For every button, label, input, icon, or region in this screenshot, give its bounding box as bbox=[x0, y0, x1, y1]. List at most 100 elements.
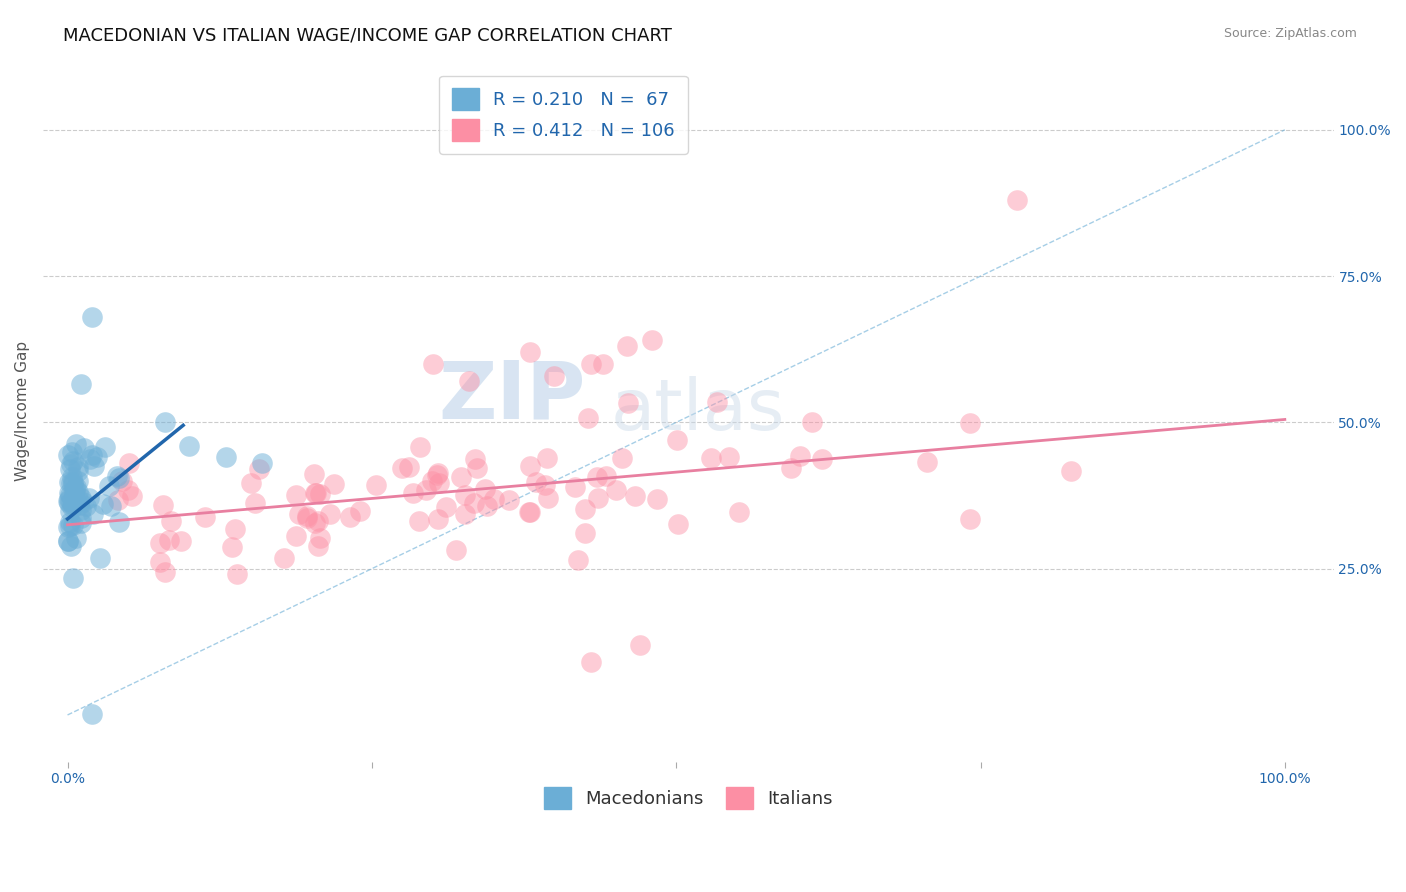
Point bbox=[779, 460, 801, 475]
Point bbox=[595, 468, 617, 483]
Point bbox=[322, 477, 344, 491]
Point bbox=[297, 511, 319, 525]
Point bbox=[149, 536, 172, 550]
Point bbox=[86, 450, 108, 465]
Point bbox=[60, 476, 83, 491]
Point bbox=[800, 416, 823, 430]
Point bbox=[304, 486, 326, 500]
Point bbox=[915, 455, 938, 469]
Point bbox=[111, 474, 134, 488]
Point bbox=[475, 499, 498, 513]
Point bbox=[446, 543, 468, 558]
Point bbox=[56, 448, 79, 462]
Point bbox=[94, 441, 117, 455]
Point bbox=[339, 510, 361, 524]
Point bbox=[641, 334, 664, 348]
Point bbox=[536, 451, 558, 466]
Point bbox=[118, 456, 141, 470]
Text: ZIP: ZIP bbox=[437, 358, 585, 435]
Point bbox=[58, 475, 80, 490]
Point bbox=[537, 491, 560, 505]
Point bbox=[574, 526, 596, 541]
Point bbox=[302, 467, 325, 481]
Point bbox=[59, 461, 82, 475]
Point bbox=[56, 494, 79, 508]
Point bbox=[70, 377, 93, 392]
Point bbox=[107, 471, 129, 485]
Point bbox=[453, 507, 475, 521]
Point bbox=[454, 488, 477, 502]
Point bbox=[427, 476, 450, 491]
Point bbox=[62, 454, 84, 468]
Point bbox=[519, 345, 541, 359]
Point bbox=[426, 467, 449, 482]
Point bbox=[66, 464, 89, 478]
Point bbox=[727, 504, 749, 518]
Point bbox=[107, 515, 129, 529]
Text: atlas: atlas bbox=[612, 376, 786, 445]
Point bbox=[221, 541, 243, 555]
Point bbox=[579, 357, 602, 371]
Point bbox=[420, 474, 443, 488]
Point bbox=[58, 534, 80, 549]
Point bbox=[80, 310, 103, 324]
Point bbox=[273, 550, 295, 565]
Point bbox=[409, 440, 432, 454]
Point bbox=[574, 501, 596, 516]
Point bbox=[159, 533, 181, 548]
Point bbox=[67, 485, 90, 500]
Point bbox=[567, 552, 589, 566]
Point bbox=[959, 512, 981, 526]
Point bbox=[60, 500, 83, 514]
Point bbox=[811, 451, 834, 466]
Point bbox=[65, 437, 87, 451]
Point bbox=[465, 461, 488, 475]
Point bbox=[284, 529, 307, 543]
Point bbox=[427, 512, 450, 526]
Point bbox=[70, 491, 93, 506]
Point bbox=[59, 495, 82, 509]
Point bbox=[498, 492, 520, 507]
Point bbox=[427, 467, 450, 481]
Point bbox=[543, 368, 565, 383]
Point bbox=[65, 531, 87, 545]
Point bbox=[79, 452, 101, 467]
Point bbox=[718, 450, 741, 465]
Text: MACEDONIAN VS ITALIAN WAGE/INCOME GAP CORRELATION CHART: MACEDONIAN VS ITALIAN WAGE/INCOME GAP CO… bbox=[63, 27, 672, 45]
Point bbox=[89, 550, 111, 565]
Point bbox=[463, 496, 485, 510]
Point bbox=[706, 395, 728, 409]
Point bbox=[70, 511, 93, 525]
Point bbox=[592, 357, 614, 371]
Point bbox=[415, 483, 437, 497]
Point bbox=[624, 489, 647, 503]
Point bbox=[319, 507, 342, 521]
Point bbox=[402, 486, 425, 500]
Point bbox=[58, 533, 80, 548]
Point bbox=[517, 505, 540, 519]
Point bbox=[398, 460, 420, 475]
Point bbox=[63, 485, 86, 500]
Point bbox=[62, 517, 84, 532]
Point bbox=[153, 416, 176, 430]
Point bbox=[519, 458, 541, 473]
Point bbox=[285, 488, 308, 502]
Text: Source: ZipAtlas.com: Source: ZipAtlas.com bbox=[1223, 27, 1357, 40]
Point bbox=[59, 519, 82, 533]
Point bbox=[67, 494, 90, 508]
Point bbox=[422, 357, 444, 371]
Point bbox=[307, 514, 329, 528]
Point bbox=[63, 487, 86, 501]
Point bbox=[59, 488, 82, 502]
Y-axis label: Wage/Income Gap: Wage/Income Gap bbox=[15, 341, 30, 481]
Point bbox=[610, 450, 633, 465]
Point bbox=[458, 375, 481, 389]
Point bbox=[239, 475, 262, 490]
Point bbox=[100, 500, 122, 514]
Point bbox=[666, 517, 689, 532]
Point bbox=[58, 495, 80, 509]
Point bbox=[75, 499, 97, 513]
Point bbox=[408, 514, 430, 528]
Point bbox=[72, 495, 94, 509]
Point bbox=[59, 457, 82, 471]
